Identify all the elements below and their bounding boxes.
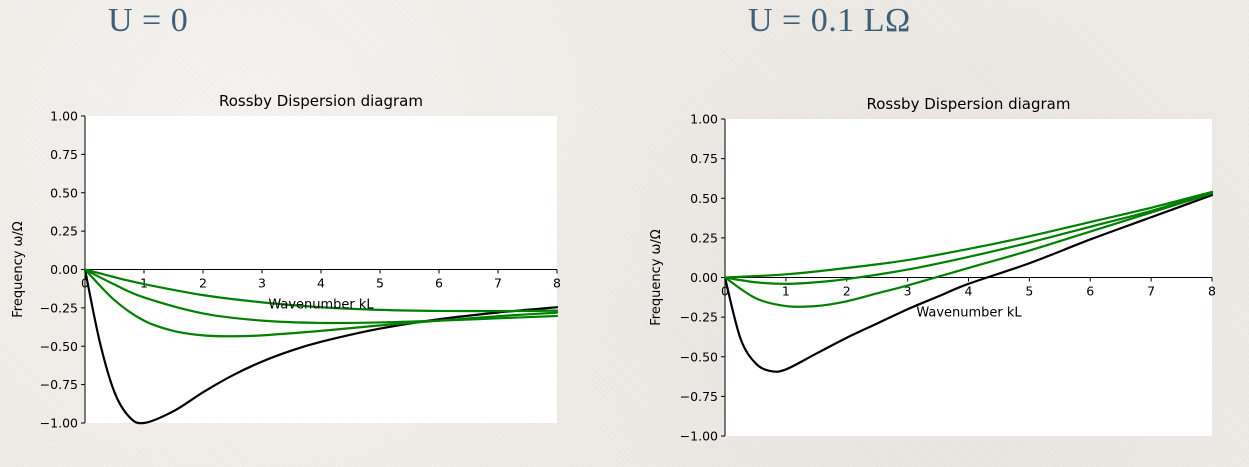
series-line-2 (723, 192, 1214, 308)
y-tick-label: 0.00 (690, 270, 718, 285)
y-axis-label: Frequency ω/Ω (649, 229, 664, 326)
series-line-1 (723, 193, 1214, 373)
y-tick-label: −0.25 (680, 310, 718, 325)
y-tick-label: −0.50 (680, 349, 718, 364)
x-tick-label: 5 (376, 276, 384, 291)
y-tick-label: 0.25 (50, 224, 78, 239)
x-tick-label: 0 (81, 276, 89, 291)
x-tick-label: 4 (317, 276, 325, 291)
y-tick-label: 1.00 (50, 109, 78, 124)
y-tick-label: 0.25 (690, 230, 718, 245)
series-line-3 (723, 190, 1214, 285)
x-tick-label: 2 (843, 284, 851, 299)
y-tick-label: 0.75 (690, 151, 718, 166)
x-tick-label: 7 (494, 276, 502, 291)
x-tick-label: 6 (1086, 284, 1094, 299)
y-tick-label: −0.50 (40, 339, 78, 354)
y-tick-label: 0.50 (50, 185, 78, 200)
heading-u-nonzero: U = 0.1 LΩ (748, 2, 911, 39)
heading-u-zero: U = 0 (108, 2, 189, 39)
x-tick-label: 8 (553, 276, 561, 291)
x-tick-label: 5 (1025, 284, 1033, 299)
y-tick-label: 0.50 (690, 191, 718, 206)
x-tick-label: 7 (1147, 284, 1155, 299)
x-axis-label: Wavenumber kL (916, 306, 1022, 321)
series-line-4 (83, 268, 559, 313)
x-tick-label: 6 (435, 276, 443, 291)
x-tick-label: 8 (1208, 284, 1216, 299)
y-axis-label: Frequency ω/Ω (11, 221, 26, 318)
x-tick-label: 3 (258, 276, 266, 291)
x-tick-label: 3 (904, 284, 912, 299)
chart-title: Rossby Dispersion diagram (219, 92, 423, 110)
x-tick-label: 2 (199, 276, 207, 291)
chart-1: Rossby Dispersion diagram −1.00 −0.75 −0.50… (11, 92, 561, 431)
chart-2: Rossby Dispersion diagram −1.00 −0.75 −0.50… (649, 95, 1216, 444)
series-line-3 (83, 268, 559, 325)
y-tick-label: 0.75 (50, 147, 78, 162)
y-tick-label: −1.00 (680, 429, 718, 444)
y-tick-label: −1.00 (40, 416, 78, 431)
chart-title: Rossby Dispersion diagram (867, 95, 1071, 113)
series-line-4 (723, 190, 1214, 279)
y-tick-label: 1.00 (690, 112, 718, 127)
x-tick-label: 4 (965, 284, 973, 299)
y-tick-label: −0.25 (40, 300, 78, 315)
y-tick-label: 0.00 (50, 262, 78, 277)
x-tick-label: 0 (721, 284, 729, 299)
y-tick-label: −0.75 (680, 389, 718, 404)
y-tick-label: −0.75 (40, 377, 78, 392)
x-axis-label: Wavenumber kL (268, 298, 374, 313)
x-tick-label: 1 (782, 284, 790, 299)
